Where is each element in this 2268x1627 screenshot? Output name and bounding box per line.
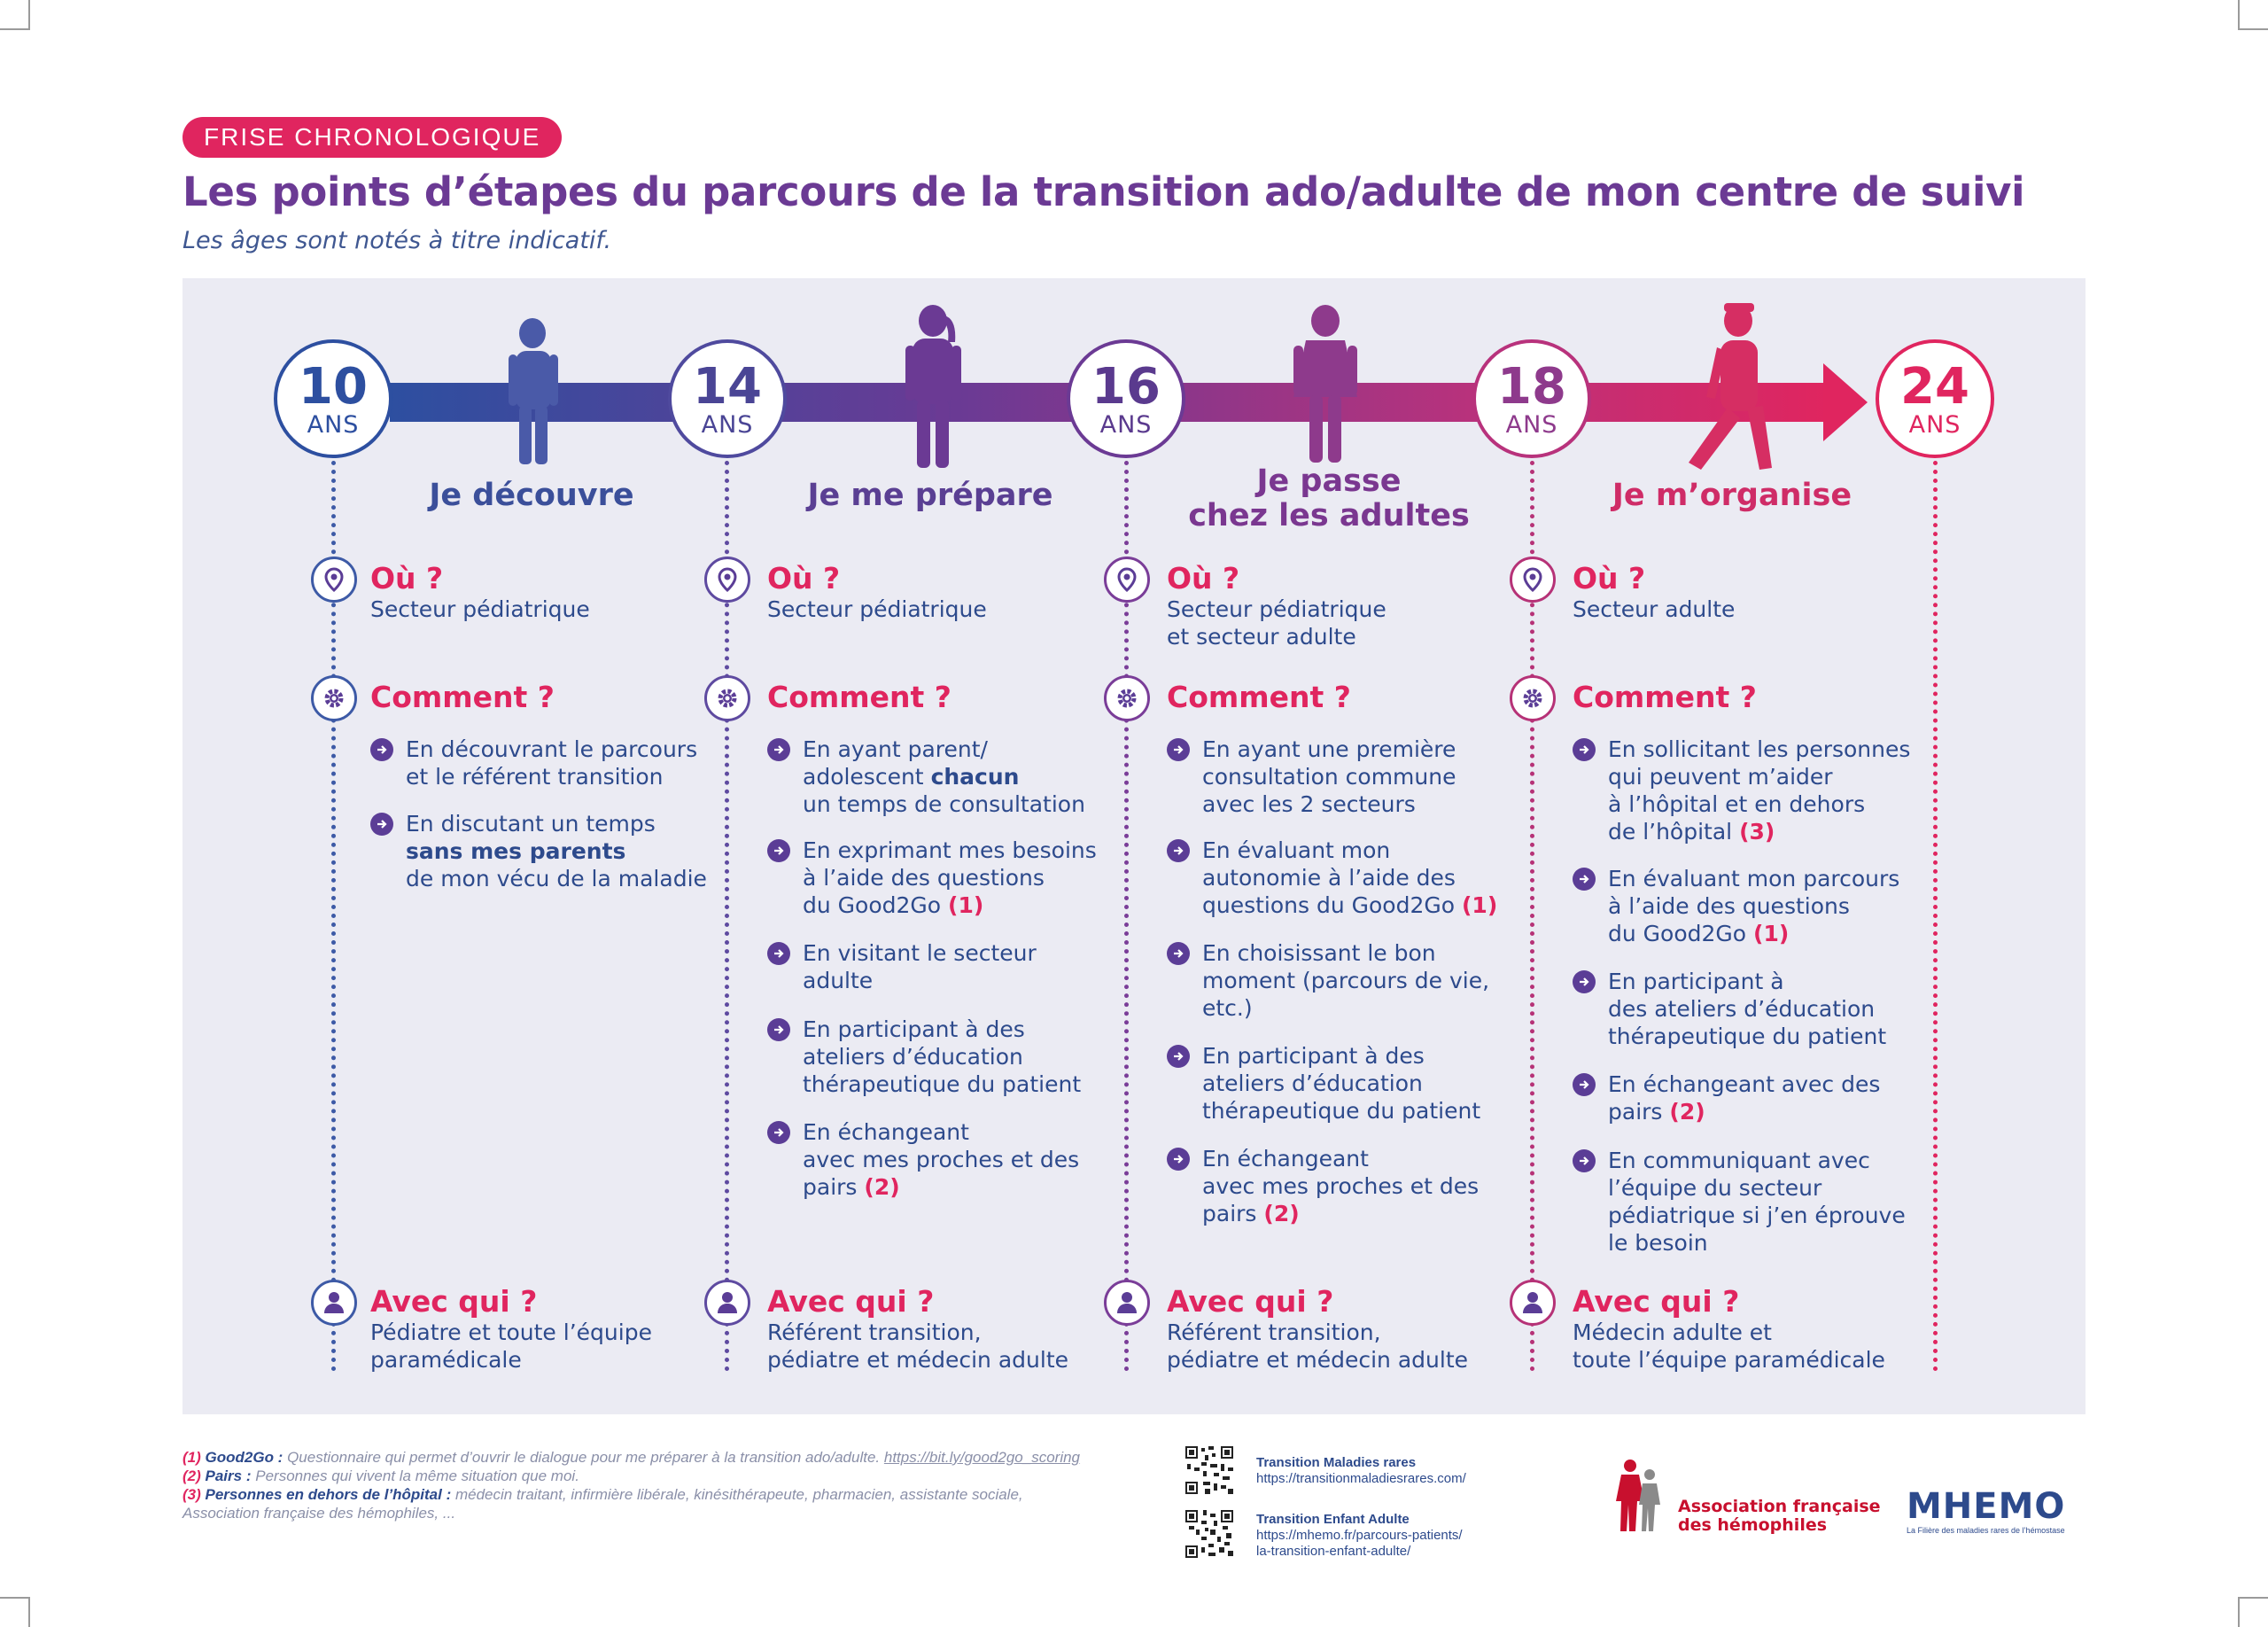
with-whom-heading: Avec qui ? bbox=[370, 1284, 538, 1319]
person-icon bbox=[311, 1280, 357, 1326]
mhemo-logo: MHEMO bbox=[1907, 1486, 2066, 1527]
person-icon bbox=[1510, 1280, 1556, 1326]
where-heading: Où ? bbox=[1167, 561, 1240, 596]
crop-mark bbox=[0, 1597, 30, 1599]
arrow-right-icon bbox=[1167, 839, 1190, 862]
footnote: (2) Pairs : Personnes qui vivent la même… bbox=[183, 1467, 579, 1484]
with-whom-heading: Avec qui ? bbox=[1573, 1284, 1740, 1319]
qr-code-icon[interactable] bbox=[1184, 1508, 1235, 1560]
arrow-right-icon bbox=[767, 1121, 790, 1144]
crop-mark bbox=[2238, 1597, 2240, 1627]
stage-title-organise: Je m’organise bbox=[1612, 478, 1852, 513]
afh-logo-text: Association française des hémophiles bbox=[1678, 1497, 1881, 1535]
arrow-right-icon bbox=[370, 738, 393, 761]
arrow-right-icon bbox=[1573, 1149, 1596, 1172]
good2go-link[interactable]: https://bit.ly/good2go_scoring bbox=[883, 1449, 1081, 1466]
arrow-right-icon bbox=[1573, 738, 1596, 761]
where-text: Secteur pédiatrique bbox=[370, 596, 590, 622]
age-marker-16: 16 ANS bbox=[1067, 339, 1185, 458]
crop-mark bbox=[2238, 1597, 2268, 1599]
how-heading: Comment ? bbox=[767, 680, 951, 714]
arrow-right-icon bbox=[1167, 942, 1190, 965]
crop-mark bbox=[0, 28, 30, 30]
timeline-dots-14 bbox=[725, 461, 729, 1372]
where-text: Secteur pédiatrique et secteur adulte bbox=[1167, 596, 1386, 650]
location-pin-icon bbox=[1510, 557, 1556, 603]
page-title: Les points d’étapes du parcours de la tr… bbox=[183, 168, 2025, 215]
where-text: Secteur adulte bbox=[1573, 596, 1736, 622]
arrow-right-icon bbox=[1573, 970, 1596, 993]
gear-icon bbox=[704, 675, 750, 721]
mhemo-tagline: La Filière des maladies rares de l’hémos… bbox=[1907, 1526, 2065, 1535]
page-subtitle: Les âges sont notés à titre indicatif. bbox=[183, 227, 612, 254]
location-pin-icon bbox=[1104, 557, 1150, 603]
qr-label-maladies-rares: Transition Maladies rares https://transit… bbox=[1256, 1455, 1466, 1486]
with-whom-text: Référent transition, pédiatre et médecin… bbox=[1167, 1320, 1469, 1373]
person-icon bbox=[1104, 1280, 1150, 1326]
qr-code-icon[interactable] bbox=[1184, 1444, 1235, 1496]
with-whom-heading: Avec qui ? bbox=[1167, 1284, 1334, 1319]
where-text: Secteur pédiatrique bbox=[767, 596, 987, 622]
arrow-right-icon bbox=[767, 839, 790, 862]
with-whom-text: Pédiatre et toute l’équipe paramédicale bbox=[370, 1320, 652, 1373]
how-heading: Comment ? bbox=[1573, 680, 1757, 714]
age-marker-24: 24 ANS bbox=[1876, 339, 1994, 458]
stage-title-decouvre: Je découvre bbox=[429, 478, 634, 513]
how-heading: Comment ? bbox=[370, 680, 555, 714]
location-pin-icon bbox=[704, 557, 750, 603]
person-icon bbox=[704, 1280, 750, 1326]
arrow-right-icon bbox=[767, 738, 790, 761]
timeline-dots-18 bbox=[1530, 461, 1534, 1372]
where-heading: Où ? bbox=[370, 561, 444, 596]
crop-mark bbox=[2238, 0, 2240, 30]
crop-mark bbox=[28, 0, 30, 30]
qr-label-enfant-adulte: Transition Enfant Adulte https://mhemo.fr… bbox=[1256, 1512, 1463, 1559]
footnote: (1) Good2Go : Questionnaire qui permet d… bbox=[183, 1449, 1081, 1466]
arrow-right-icon bbox=[1573, 1073, 1596, 1096]
arrow-right-icon bbox=[767, 942, 790, 965]
footnote: (3) Personnes en dehors de l’hôpital : m… bbox=[183, 1486, 1023, 1503]
arrow-right-icon bbox=[1167, 1148, 1190, 1171]
age-marker-10: 10 ANS bbox=[274, 339, 392, 458]
footnote: Association française des hémophiles, ..… bbox=[183, 1505, 456, 1522]
crop-mark bbox=[28, 1597, 30, 1627]
location-pin-icon bbox=[311, 557, 357, 603]
where-heading: Où ? bbox=[1573, 561, 1646, 596]
where-heading: Où ? bbox=[767, 561, 841, 596]
stage-title-passe: Je passe chez les adultes bbox=[1188, 463, 1470, 533]
timeline-dots-16 bbox=[1124, 461, 1129, 1372]
age-marker-18: 18 ANS bbox=[1472, 339, 1591, 458]
gear-icon bbox=[1510, 675, 1556, 721]
arrow-right-icon bbox=[1573, 868, 1596, 891]
crop-mark bbox=[2238, 28, 2268, 30]
stage-title-prepare: Je me prépare bbox=[807, 478, 1053, 513]
arrow-right-icon bbox=[1167, 1045, 1190, 1068]
with-whom-text: Médecin adulte et toute l’équipe paraméd… bbox=[1573, 1320, 1885, 1373]
arrow-right-icon bbox=[1167, 738, 1190, 761]
with-whom-heading: Avec qui ? bbox=[767, 1284, 935, 1319]
arrow-right-icon bbox=[370, 813, 393, 836]
arrow-right-icon bbox=[767, 1018, 790, 1041]
section-badge: FRISE CHRONOLOGIQUE bbox=[183, 117, 563, 158]
timeline-dots-10 bbox=[331, 461, 336, 1372]
how-heading: Comment ? bbox=[1167, 680, 1351, 714]
gear-icon bbox=[311, 675, 357, 721]
gear-icon bbox=[1104, 675, 1150, 721]
age-marker-14: 14 ANS bbox=[668, 339, 787, 458]
afh-logo-icon bbox=[1616, 1460, 1660, 1531]
with-whom-text: Référent transition, pédiatre et médecin… bbox=[767, 1320, 1069, 1373]
timeline-dots-24 bbox=[1933, 461, 1938, 1372]
